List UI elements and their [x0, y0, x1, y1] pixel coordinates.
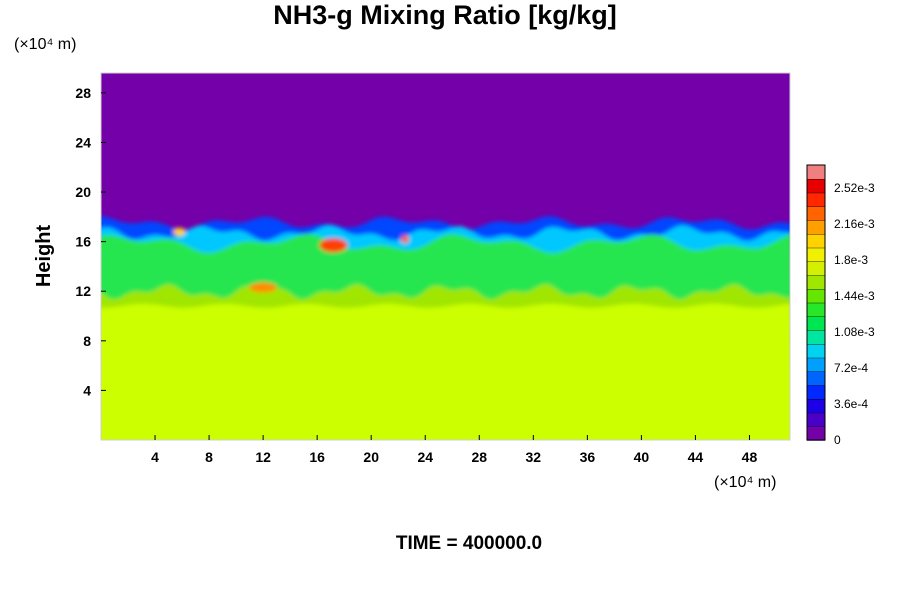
plot-frame [100, 72, 791, 441]
y-tick-label: 24 [75, 134, 91, 150]
x-tick-label: 32 [526, 449, 542, 465]
x-tick-label: 8 [205, 449, 213, 465]
colorbar-label: 2.16e-3 [834, 217, 875, 231]
colorbar-label: 0 [834, 433, 841, 447]
hot-spot [173, 227, 186, 236]
hot-spot [249, 282, 278, 293]
colorbar-segment [806, 412, 826, 427]
x-tick-label: 28 [471, 449, 487, 465]
colorbar-label: 2.52e-3 [834, 181, 875, 195]
colorbar-segment [806, 329, 826, 345]
chart-title: NH3-g Mixing Ratio [kg/kg] [273, 0, 617, 30]
colorbar-segment [806, 192, 826, 207]
y-tick-label: 12 [75, 283, 91, 299]
x-tick-label: 16 [309, 449, 325, 465]
x-tick-label: 48 [742, 449, 758, 465]
colorbar-segment [806, 384, 826, 400]
y-axis-label: Height [33, 225, 55, 288]
y-axis-ticks: 4 8 12 16 20 24 28 [75, 85, 106, 398]
time-label: TIME = 400000.0 [396, 533, 542, 554]
colorbar-segment [806, 426, 826, 441]
x-axis-ticks: 4 8 12 16 20 24 28 32 36 40 44 48 [151, 435, 757, 465]
y-tick-label: 20 [75, 184, 91, 200]
colorbar-segment [806, 261, 826, 276]
colorbar-segment [806, 357, 826, 372]
colorbar-segment [806, 343, 826, 359]
colorbar-segment [806, 178, 826, 194]
colorbar-label: 1.08e-3 [834, 325, 875, 339]
x-tick-label: 44 [688, 449, 704, 465]
colorbar-segment [806, 274, 826, 290]
hot-spot [319, 238, 348, 253]
colorbar-segment [806, 164, 826, 180]
lower-yellow-region [101, 303, 790, 440]
colorbar-segment [806, 206, 826, 221]
x-tick-label: 36 [580, 449, 596, 465]
x-tick-label: 4 [151, 449, 159, 465]
plot-area [101, 73, 790, 440]
colorbar-label: 7.2e-4 [834, 361, 868, 375]
colorbar-label: 1.8e-3 [834, 253, 868, 267]
y-tick-label: 28 [75, 85, 91, 101]
y-tick-label: 8 [83, 333, 91, 349]
colorbar-segment [806, 398, 826, 414]
colorbar-segment [806, 371, 826, 386]
y-tick-label: 16 [75, 234, 91, 250]
colorbar-segment [806, 316, 826, 331]
x-tick-label: 20 [363, 449, 379, 465]
x-tick-label: 24 [417, 449, 433, 465]
colorbar-segment [806, 288, 826, 304]
colorbar: 0 3.6e-4 7.2e-4 1.08e-3 1.44e-3 1.8e-3 2.16e-3… [806, 164, 875, 447]
colorbar-label: 1.44e-3 [834, 289, 875, 303]
x-axis-unit: (×10⁴ m) [714, 474, 776, 491]
x-tick-label: 40 [634, 449, 650, 465]
colorbar-segment [806, 219, 826, 235]
hot-spot [400, 235, 409, 244]
colorbar-frame [806, 164, 826, 441]
x-tick-label: 12 [255, 449, 271, 465]
y-axis-unit: (×10⁴ m) [14, 36, 76, 53]
y-tick-label: 4 [83, 382, 91, 398]
colorbar-segment [806, 233, 826, 249]
colorbar-label: 3.6e-4 [834, 397, 868, 411]
colorbar-segment [806, 302, 826, 317]
colorbar-segment [806, 247, 826, 262]
